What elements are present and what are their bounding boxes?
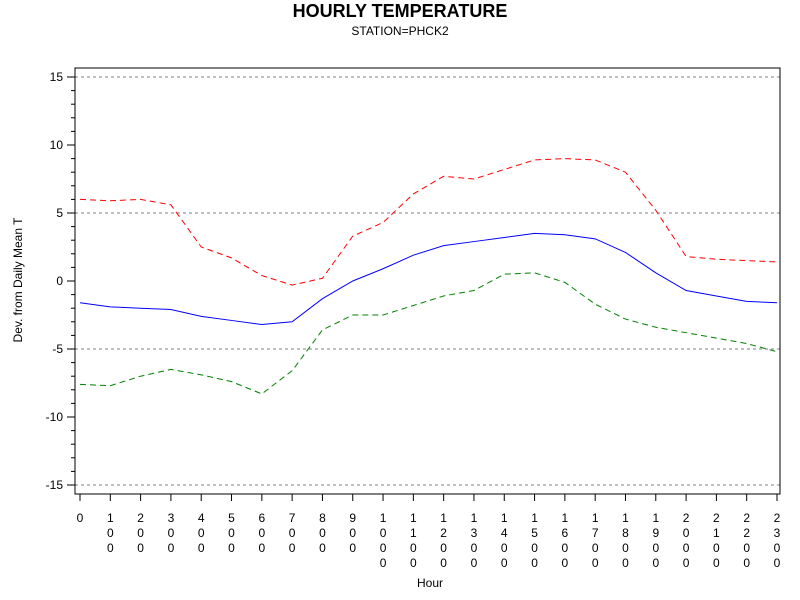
- y-tick-label: 15: [50, 70, 64, 84]
- y-tick-label: 5: [56, 206, 63, 220]
- chart-title: HOURLY TEMPERATURE: [292, 1, 508, 21]
- y-tick-label: 0: [56, 274, 63, 288]
- chart-subtitle: STATION=PHCK2: [351, 24, 449, 38]
- x-axis-label: Hour: [417, 576, 443, 590]
- series-line-1: [79, 158, 778, 286]
- y-tick-label: -15: [46, 478, 64, 492]
- plot-frame: [74, 67, 781, 495]
- series-line-2: [79, 232, 778, 326]
- y-tick-label: -5: [52, 342, 63, 356]
- series-line-3: [79, 272, 778, 395]
- y-axis: -15 -10 -5 0 5 10 15: [46, 70, 75, 492]
- x-axis: 0 1 0 0 2 0 0 3 0 0 4 0 0 5 0 0 6 0 0 7 0 0 8 0 0 9 0 0 1 0 0 0 1 1 0 0 1 2 0 0…: [77, 494, 781, 570]
- series-lines: [79, 158, 778, 395]
- x-tick-label: 0: [77, 511, 84, 525]
- y-tick-label: 10: [50, 138, 64, 152]
- y-axis-label: Dev. from Daily Mean T: [11, 217, 25, 343]
- reference-lines: [75, 76, 780, 486]
- y-tick-label: -10: [46, 410, 64, 424]
